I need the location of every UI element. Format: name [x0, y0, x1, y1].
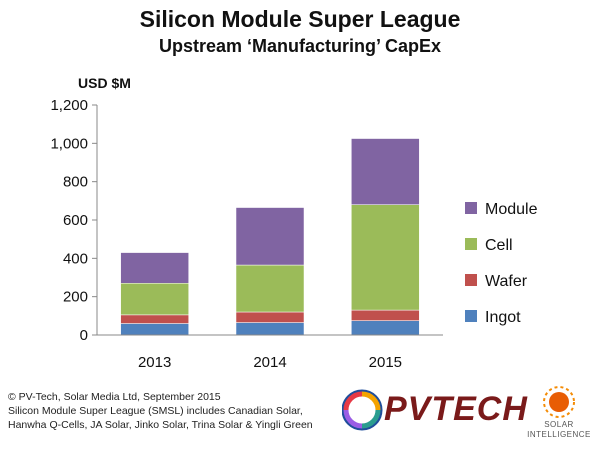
solar-intelligence-line-2: INTELLIGENCE: [527, 430, 591, 439]
bar-module-2015: [351, 138, 420, 205]
solar-intelligence-logo-text: SOLAR INTELLIGENCE: [520, 420, 598, 440]
bar-cell-2014: [235, 264, 305, 313]
bar-ingot-2013: [120, 323, 189, 336]
x-tick-label: 2015: [369, 354, 402, 371]
bar-module-2014: [235, 207, 305, 266]
legend-swatch-wafer: [465, 274, 477, 286]
y-tick-label: 200: [63, 289, 88, 306]
bar-cell-2015: [351, 204, 420, 311]
y-tick-label: 400: [63, 250, 88, 267]
x-tick-label: 2013: [138, 354, 171, 371]
y-tick-label: 1,000: [50, 135, 88, 152]
y-axis: 0 200 400 600 800 1,000 1,200: [50, 97, 98, 344]
chart-title: Silicon Module Super League: [139, 6, 461, 32]
smsl-note-line-1: Silicon Module Super League (SMSL) inclu…: [8, 405, 303, 417]
bar-wafer-2015: [351, 309, 420, 321]
solar-intelligence-logo-icon: [543, 386, 575, 418]
bars: [120, 138, 420, 336]
legend-label-cell: Cell: [485, 237, 513, 254]
x-axis: 2013 2014 2015: [97, 334, 443, 371]
pvtech-logo-text: PVTECH: [384, 390, 528, 428]
legend-swatch-cell: [465, 238, 477, 250]
y-tick-label: 1,200: [50, 97, 88, 114]
solar-intelligence-line-1: SOLAR: [544, 420, 574, 429]
footer-notes: © PV-Tech, Solar Media Ltd, September 20…: [8, 390, 313, 432]
y-tick-label: 600: [63, 212, 88, 229]
bar-wafer-2014: [235, 311, 305, 323]
copyright-note: © PV-Tech, Solar Media Ltd, September 20…: [8, 391, 221, 403]
bar-ingot-2015: [351, 320, 420, 336]
legend-swatch-module: [465, 202, 477, 214]
bar-wafer-2013: [120, 314, 189, 324]
bar-module-2013: [120, 252, 189, 284]
legend-swatch-ingot: [465, 310, 477, 322]
legend-label-module: Module: [485, 201, 538, 218]
legend-label-ingot: Ingot: [485, 309, 521, 326]
x-tick-label: 2014: [253, 354, 286, 371]
bar-ingot-2014: [235, 322, 305, 336]
chart-subtitle: Upstream ‘Manufacturing’ CapEx: [158, 36, 442, 56]
smsl-note-line-2: Hanwha Q-Cells, JA Solar, Jinko Solar, T…: [8, 419, 313, 431]
legend-label-wafer: Wafer: [485, 273, 528, 290]
legend: Module Cell Wafer Ingot: [465, 201, 538, 326]
y-tick-label: 0: [80, 327, 88, 344]
y-tick-label: 800: [63, 174, 88, 191]
pvtech-logo-icon: [342, 389, 383, 431]
bar-cell-2013: [120, 283, 189, 316]
y-axis-label: USD $M: [78, 75, 131, 91]
